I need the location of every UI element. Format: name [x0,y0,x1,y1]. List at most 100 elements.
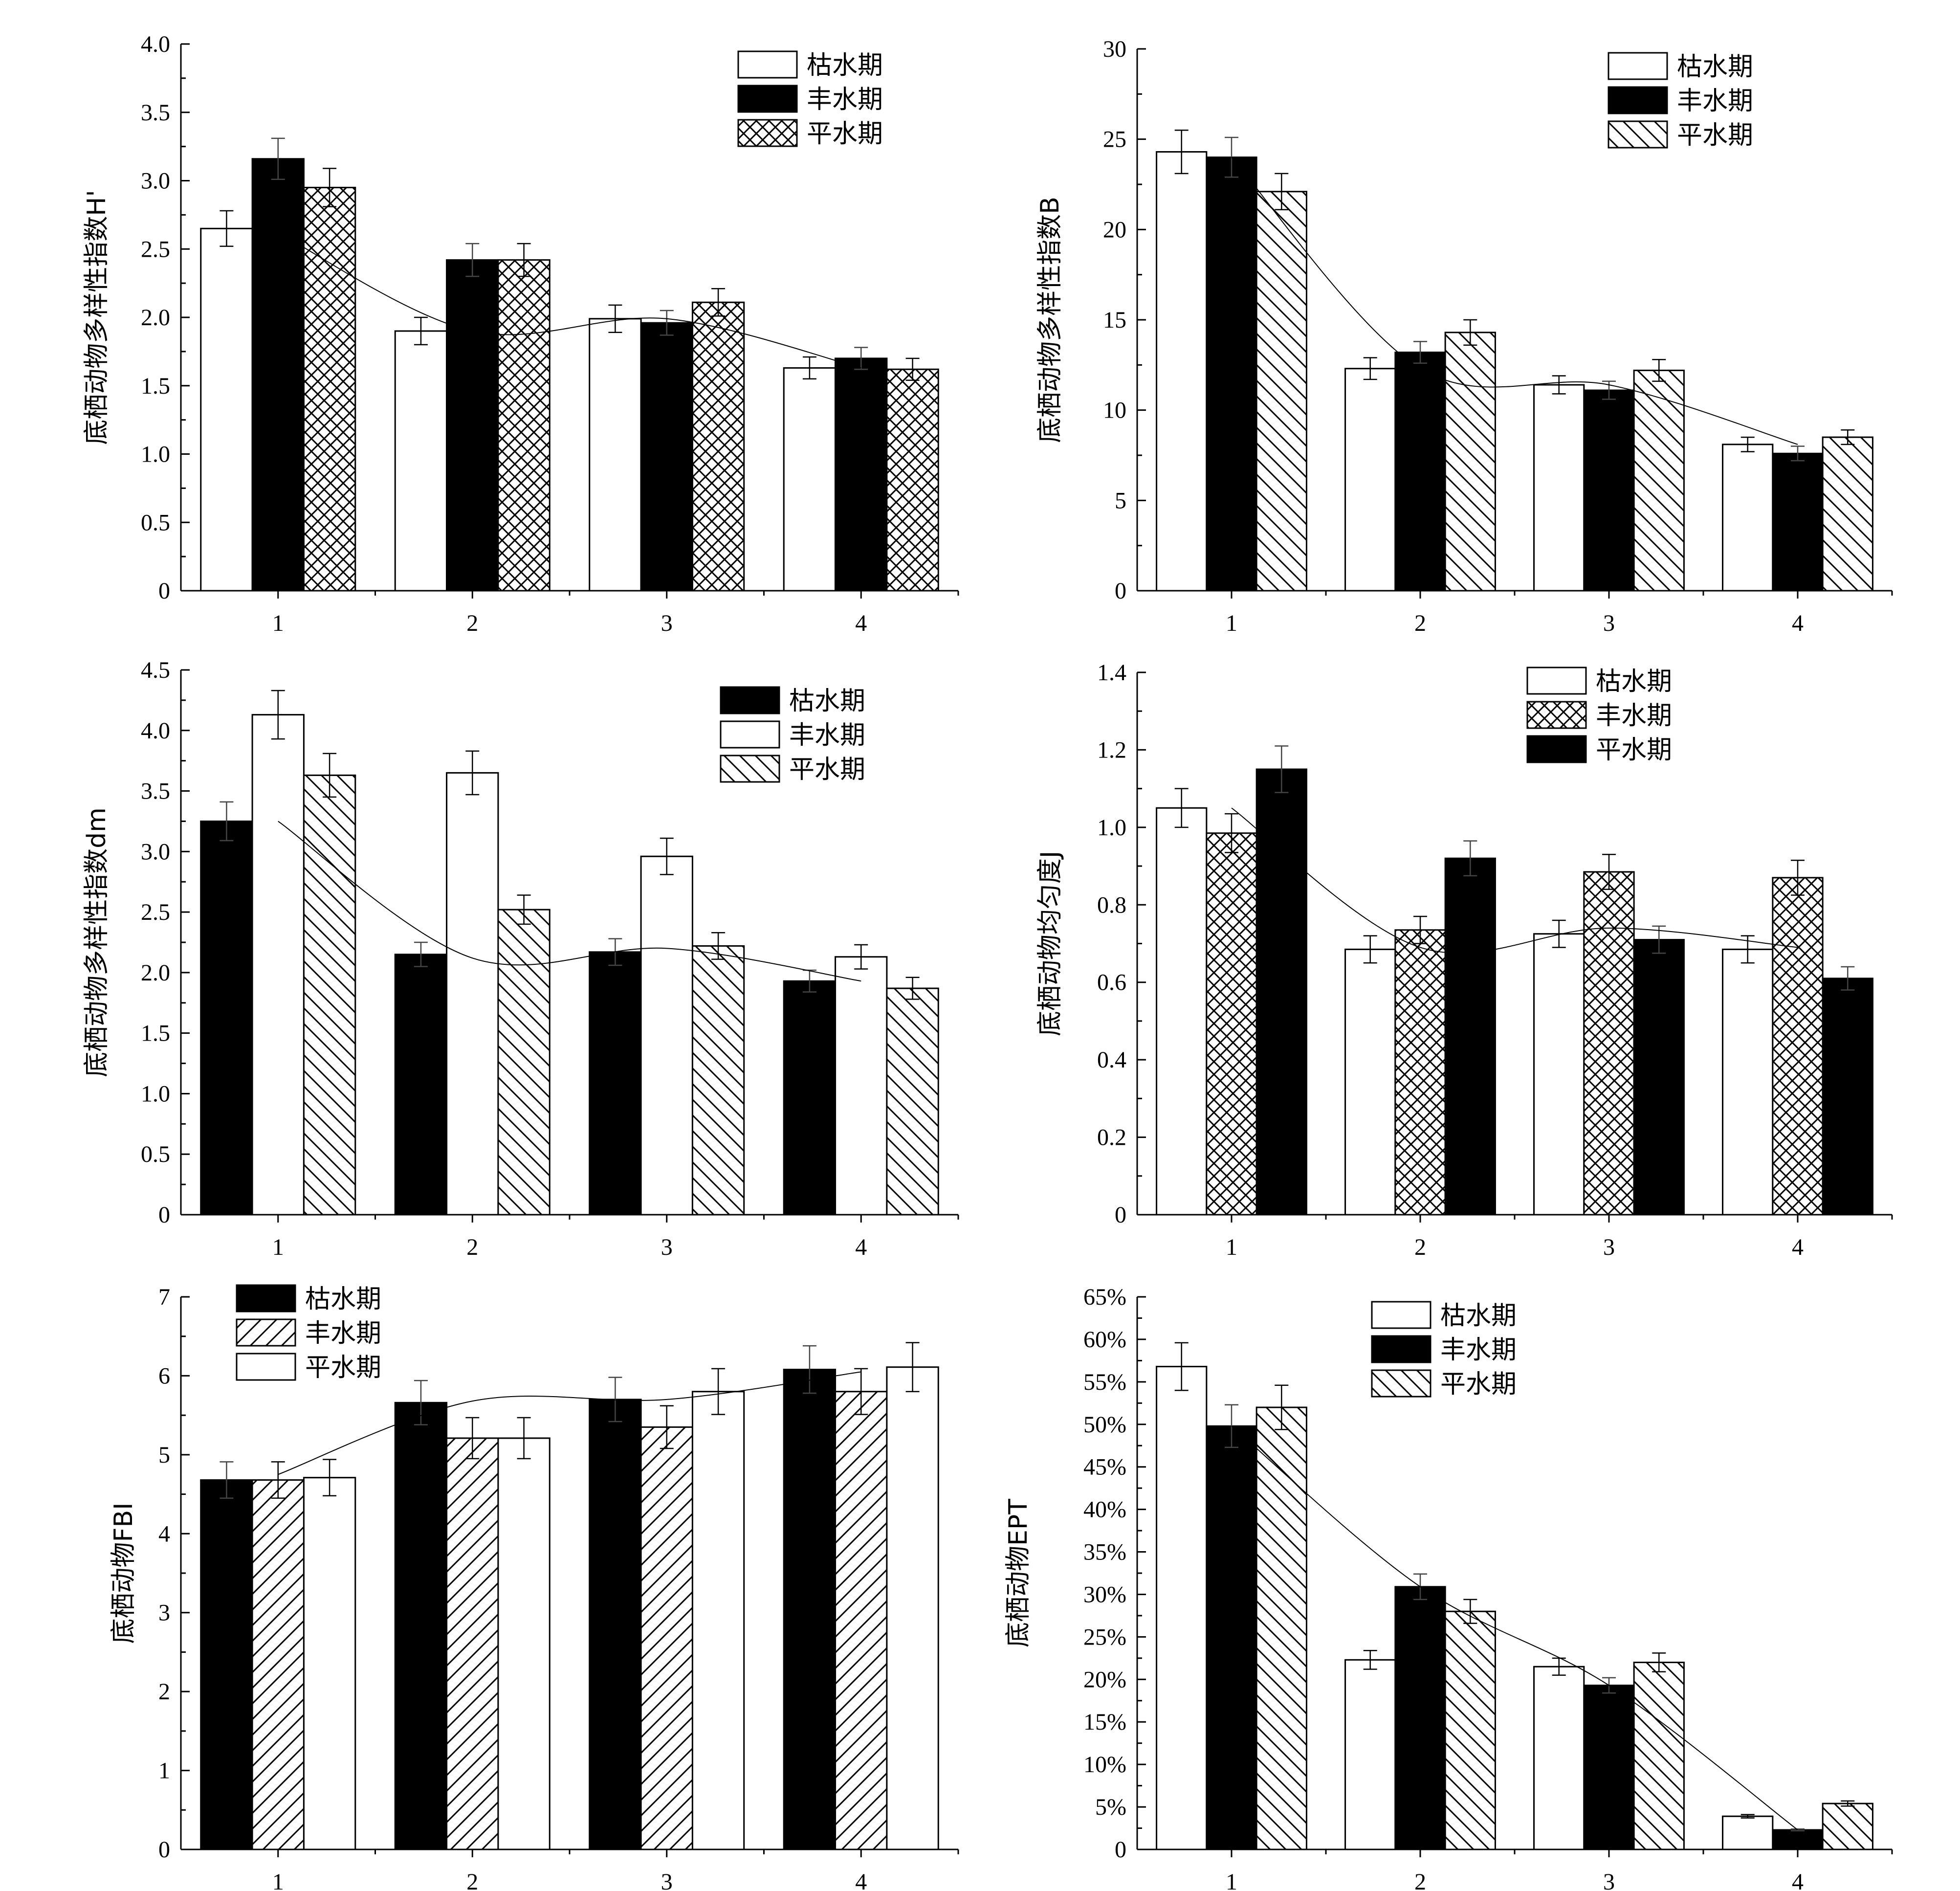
error-bar [323,168,337,207]
bar-丰水期-3 [640,322,693,592]
y-tick-label: 0.6 [1097,970,1126,996]
y-tick-label: 2.5 [141,899,170,925]
bar-丰水期-4 [835,956,888,1216]
x-tick-label: 4 [1792,610,1804,636]
error-bar [1275,1384,1289,1430]
legend-swatch [1608,86,1668,114]
error-bar [802,356,816,380]
error-bar [1363,935,1377,964]
error-bar [1225,1404,1238,1448]
y-tick-label: 0 [1115,1202,1126,1228]
bar-平水期-4 [886,1366,939,1850]
legend-label: 枯水期 [807,51,883,80]
error-bar [905,1342,920,1392]
error-bar [1552,919,1566,948]
legend-label: 枯水期 [305,1285,381,1314]
y-tick-label: 5 [1115,488,1126,513]
bar-丰水期-4 [835,1391,888,1850]
bar-枯水期-2 [394,1402,448,1850]
trend-line [278,821,861,982]
legend-swatch [236,1284,296,1313]
legend-swatch [720,755,780,783]
bar-枯水期-3 [1533,1666,1585,1850]
y-tick-label: 4.5 [141,657,170,683]
y-tick-label: 1 [158,1758,170,1784]
y-tick-label: 0 [158,578,170,604]
bar-丰水期-3 [1583,1684,1635,1850]
error-bar [271,690,285,740]
y-tick-label: 4 [158,1521,170,1547]
legend-swatch [720,720,780,749]
bar-平水期-1 [1255,1406,1307,1850]
error-bar [608,304,622,333]
legend-swatch [737,50,798,79]
error-bar [1174,129,1189,175]
trend-line [278,232,861,369]
error-bar [220,1461,234,1499]
bar-枯水期-1 [200,227,253,592]
error-bar [1791,445,1805,462]
y-axis-title: 底栖动物EPT [1004,1499,1033,1647]
trend-line [278,1371,861,1475]
y-tick-label: 20% [1083,1667,1126,1692]
y-tick-label: 15% [1083,1709,1126,1735]
error-bar [1275,745,1289,793]
y-tick-label: 4.0 [141,31,170,57]
x-tick-label: 1 [1226,610,1237,636]
bar-枯水期-1 [200,820,253,1216]
bar-丰水期-3 [640,1426,693,1850]
bar-丰水期-4 [1772,1829,1824,1850]
legend-swatch [1371,1335,1431,1363]
error-bar [1463,840,1477,877]
error-bar [1413,915,1427,944]
legend-label: 枯水期 [1677,52,1753,82]
bar-枯水期-2 [1344,1659,1396,1850]
y-tick-label: 30 [1103,36,1126,62]
legend-swatch [1526,735,1587,763]
bar-丰水期-2 [1394,929,1446,1216]
bar-丰水期-3 [640,855,693,1216]
bar-平水期-4 [1822,436,1873,592]
x-tick-label: 1 [272,610,284,636]
error-bar [465,243,480,277]
legend-label: 平水期 [807,119,883,149]
error-bar [711,288,726,317]
y-tick-label: 0 [158,1837,170,1863]
error-bar [220,801,234,842]
bar-丰水期-3 [1583,389,1635,592]
error-bar [1841,1800,1855,1807]
error-bar [1275,173,1289,210]
bar-丰水期-1 [1206,156,1257,592]
error-bar [1841,429,1855,445]
y-axis-title: 底栖动物多样性指数B [1035,197,1065,443]
legend-label: 丰水期 [305,1319,381,1348]
bar-平水期-3 [691,945,745,1216]
legend-label: 丰水期 [789,721,865,750]
x-tick-label: 3 [1603,1234,1615,1260]
legend-swatch [737,119,798,147]
error-bar [414,941,428,967]
bar-平水期-3 [1633,939,1685,1216]
error-bar [854,1368,868,1415]
error-bar [1552,375,1566,395]
y-tick-label: 50% [1083,1412,1126,1438]
error-bar [517,894,531,925]
bar-枯水期-3 [589,951,642,1216]
bar-丰水期-2 [446,1437,499,1850]
bar-枯水期-4 [1722,948,1774,1216]
bar-枯水期-2 [394,954,448,1216]
error-bar [1174,1342,1189,1391]
bar-丰水期-4 [1772,452,1824,592]
bar-平水期-1 [1255,191,1307,592]
error-bar [905,357,920,381]
bar-平水期-3 [691,301,745,592]
error-bar [905,977,920,1000]
x-tick-label: 3 [661,1234,673,1260]
bar-平水期-3 [1633,369,1685,592]
x-tick-label: 2 [1414,1234,1426,1260]
error-bar [854,944,868,970]
x-tick-label: 3 [1603,1869,1615,1891]
error-bar [1602,854,1616,890]
